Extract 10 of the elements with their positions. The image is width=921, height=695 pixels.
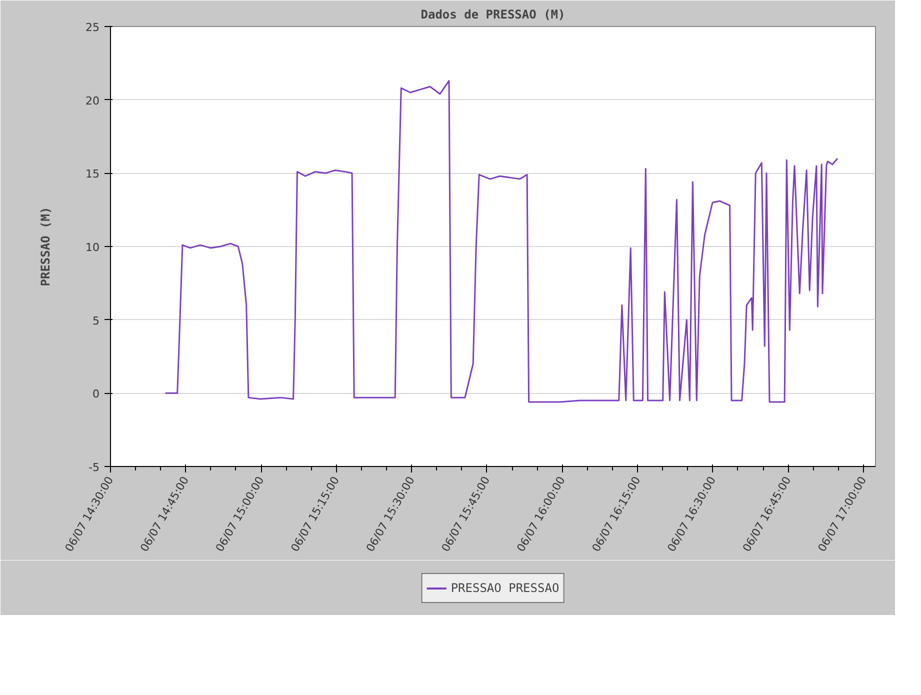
y-axis-title: PRESSAO (M) (38, 206, 53, 286)
y-tick-label: 5 (92, 314, 100, 328)
chart-title: Dados de PRESSAO (M) (420, 8, 566, 22)
y-tick-label: 15 (86, 168, 100, 181)
legend-label: PRESSAO PRESSAO (450, 580, 560, 594)
y-tick-label: 10 (86, 241, 100, 254)
y-tick-label: -5 (88, 461, 100, 474)
y-tick-label: 20 (86, 94, 100, 108)
y-tick-label: 0 (92, 388, 100, 401)
y-tick-label: 25 (86, 21, 100, 34)
